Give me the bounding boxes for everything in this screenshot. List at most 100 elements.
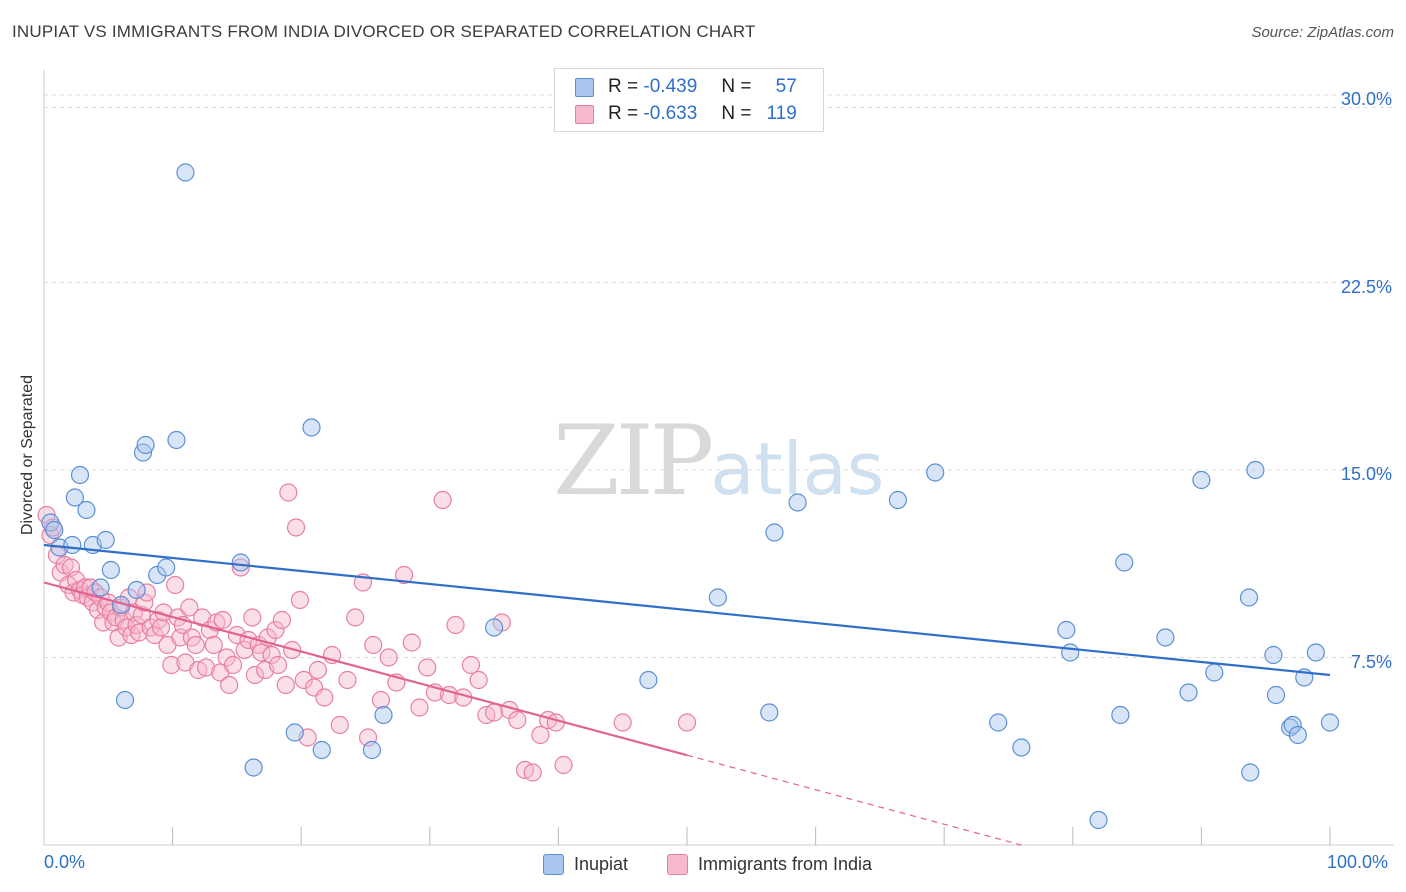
india-point [469,670,488,690]
inupiat-point [96,530,115,550]
legend-label-inupiat: Inupiat [574,853,629,874]
axes [43,70,1394,846]
y-tick-label: 22.5% [1340,276,1392,297]
india-point [180,598,199,617]
india-point [508,710,527,730]
india-point [677,713,697,732]
india-point [166,575,185,595]
legend-item-india[interactable]: Immigrants from India [667,851,872,877]
india-point [213,610,232,630]
x-tick-label-min: 0.0% [44,852,86,872]
inupiat-point [91,578,110,597]
india-point [286,518,306,537]
r-value: -0.439 [643,76,698,97]
india-swatch [575,104,594,124]
inupiat-point [65,488,84,507]
inupiat-swatch [575,77,594,97]
india-point [223,655,243,675]
india-point [276,675,295,695]
watermark-atlas: atlas [710,427,885,511]
stats-legend: R = -0.439 N = 57 R = -0.633 N = 119 [554,68,824,132]
source-label: Source: ZipAtlas.com [1251,24,1394,41]
india-point [204,635,223,655]
legend-item-inupiat[interactable]: Inupiat [543,851,628,877]
inupiat-point [167,430,186,450]
india-point [523,763,542,782]
india-point [418,658,437,677]
inupiat-point [1115,553,1134,572]
n-value: 119 [766,103,797,124]
india-point [330,715,349,735]
inupiat-point [1246,460,1265,480]
inupiat-trend-line [43,543,1331,677]
chart-title: INUPIAT VS IMMIGRANTS FROM INDIA DIVORCE… [12,22,756,41]
inupiat-point [1111,705,1130,725]
inupiat-legend-swatch [543,853,564,875]
india-point [262,645,281,665]
inupiat-point [45,520,64,540]
india-point [402,633,421,652]
inupiat-point [285,723,304,742]
inupiat-point [1012,738,1031,757]
india-point [268,655,288,675]
watermark-zip: ZIP [553,405,714,517]
india-points [37,483,697,782]
india-point [272,610,292,630]
inupiat-point [1156,628,1175,647]
india-point [531,725,550,745]
india-point [554,755,573,775]
inupiat-point [1306,643,1325,662]
india-trend-line [43,581,688,757]
watermark: ZIPatlas [553,405,884,517]
india-point [130,623,149,642]
n-value: 57 [775,76,797,97]
r-label: R = [608,103,639,124]
india-point [186,635,205,655]
india-point [243,608,262,627]
india-point [364,635,383,655]
y-tick-label: 15.0% [1340,464,1392,484]
trend-lines [43,543,1331,846]
india-point [231,558,250,577]
india-point [379,648,398,667]
india-point [461,655,481,675]
inupiat-point [312,740,331,760]
india-point [151,618,171,637]
inupiat-point [788,493,807,512]
y-tick-label: 7.5% [1350,651,1392,672]
inupiat-point [1192,470,1211,490]
inupiat-point [1057,620,1076,640]
india-legend-swatch [667,853,688,875]
inupiat-points [41,163,1340,830]
legend-label-india: Immigrants from India [698,853,873,874]
x-tick-label-max: 100.0% [1327,852,1389,872]
inupiat-point [1089,810,1108,830]
inupiat-point [765,523,784,542]
inupiat-point [1288,725,1307,745]
r-label: R = [608,76,639,97]
india-point [162,655,181,675]
inupiat-point [888,490,908,510]
india-point [371,690,391,710]
inupiat-point [1239,588,1259,607]
india-point [433,490,452,510]
india-point [446,615,465,635]
n-label: N = [721,76,752,97]
inupiat-point [989,713,1008,732]
india-point [613,713,632,732]
india-trend-line-extrapolated [686,754,1022,846]
india-point [308,660,328,680]
inupiat-point [1205,663,1224,682]
inupiat-point [77,500,96,520]
inupiat-point [70,465,90,485]
r-value: -0.633 [643,103,698,124]
india-point [410,698,429,717]
india-point [485,703,504,722]
inupiat-point [926,463,945,482]
inupiat-point [101,560,120,580]
india-point [266,620,285,640]
india-point [279,483,298,502]
india-point [290,590,310,610]
india-point [394,565,414,585]
